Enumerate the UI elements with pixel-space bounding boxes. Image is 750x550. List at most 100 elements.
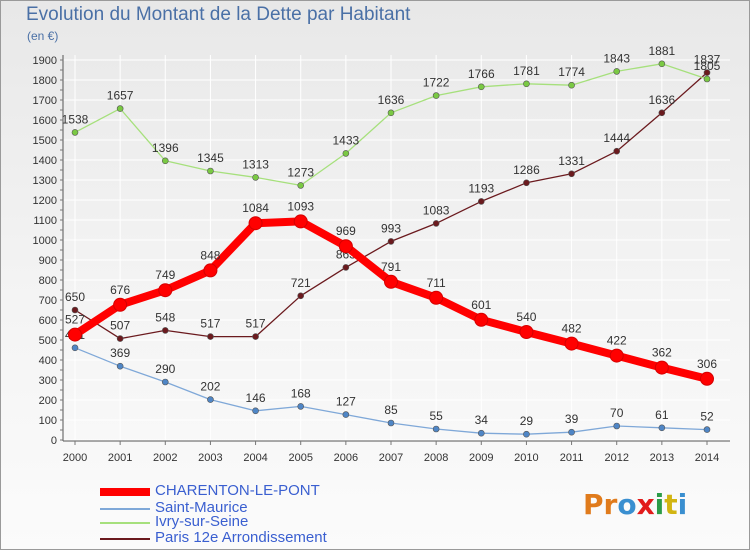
data-label: 1313 bbox=[242, 157, 269, 171]
data-point bbox=[252, 333, 259, 340]
data-point bbox=[71, 344, 79, 352]
data-point bbox=[158, 283, 173, 298]
data-label: 517 bbox=[246, 317, 266, 331]
data-point bbox=[432, 425, 440, 433]
y-tick-label: 800 bbox=[39, 275, 57, 287]
legend-item-charenton: CHARENTON-LE-PONT bbox=[100, 482, 360, 500]
y-tick-label: 500 bbox=[39, 335, 57, 347]
data-label: 1093 bbox=[287, 199, 314, 213]
data-point bbox=[432, 92, 440, 99]
y-tick-label: 1100 bbox=[33, 215, 57, 227]
data-point bbox=[658, 109, 666, 117]
data-point bbox=[564, 336, 579, 351]
data-point bbox=[384, 274, 398, 289]
data-label: 1444 bbox=[603, 131, 630, 145]
y-tick-label: 1700 bbox=[33, 95, 57, 107]
data-label: 369 bbox=[110, 346, 130, 360]
x-tick-label: 2013 bbox=[650, 452, 674, 464]
y-tick-label: 300 bbox=[39, 375, 57, 387]
data-point bbox=[71, 129, 79, 136]
data-label: 791 bbox=[381, 260, 401, 274]
y-tick-label: 1000 bbox=[33, 235, 57, 247]
x-tick-label: 2005 bbox=[288, 452, 312, 464]
data-point bbox=[613, 147, 621, 155]
y-tick-label: 0 bbox=[51, 435, 57, 447]
data-point bbox=[613, 422, 621, 430]
x-tick-label: 2001 bbox=[108, 452, 132, 464]
data-label: 848 bbox=[200, 248, 220, 262]
y-tick-label: 1300 bbox=[33, 175, 57, 187]
data-point bbox=[338, 239, 353, 254]
data-point bbox=[116, 362, 124, 370]
data-point bbox=[519, 325, 534, 339]
data-point bbox=[523, 430, 530, 438]
data-label: 127 bbox=[336, 395, 356, 409]
logo-letter: t bbox=[664, 488, 678, 521]
data-label: 290 bbox=[155, 362, 175, 376]
data-label: 1538 bbox=[62, 112, 89, 126]
y-tick-label: 400 bbox=[39, 355, 57, 367]
data-label: 1083 bbox=[423, 203, 450, 217]
data-label: 34 bbox=[475, 413, 489, 427]
data-point bbox=[477, 429, 485, 437]
data-label: 711 bbox=[427, 276, 446, 290]
legend-label-charenton: CHARENTON-LE-PONT bbox=[155, 482, 320, 499]
data-point bbox=[613, 68, 621, 75]
data-point bbox=[474, 312, 489, 327]
x-tick-label: 2012 bbox=[604, 452, 628, 464]
data-point bbox=[387, 109, 395, 117]
data-label: 1843 bbox=[603, 51, 630, 65]
x-tick-label: 2008 bbox=[424, 452, 448, 464]
legend-item-ivry: Ivry-sur-Seine bbox=[100, 514, 360, 531]
data-label: 202 bbox=[200, 380, 220, 394]
x-tick-label: 2007 bbox=[379, 452, 403, 464]
legend-label-saint-maurice: Saint-Maurice bbox=[155, 499, 248, 516]
legend-swatch-charenton bbox=[100, 488, 150, 496]
data-point bbox=[703, 75, 711, 83]
data-point bbox=[207, 167, 214, 175]
data-point bbox=[203, 263, 218, 278]
x-tick-label: 2004 bbox=[243, 452, 267, 464]
data-point bbox=[116, 105, 124, 112]
data-point bbox=[297, 403, 305, 410]
data-label: 1774 bbox=[558, 65, 585, 79]
data-point bbox=[207, 396, 214, 403]
data-label: 1636 bbox=[649, 93, 676, 107]
data-label: 1273 bbox=[287, 165, 314, 179]
logo-letter: x bbox=[636, 488, 655, 521]
data-point bbox=[387, 419, 395, 427]
data-label: 676 bbox=[110, 283, 130, 297]
data-label: 168 bbox=[291, 386, 311, 400]
data-point bbox=[429, 290, 444, 305]
y-tick-label: 900 bbox=[39, 255, 57, 267]
x-tick-label: 2006 bbox=[334, 452, 358, 464]
data-point bbox=[387, 238, 395, 245]
data-label: 527 bbox=[65, 313, 85, 327]
data-label: 422 bbox=[607, 334, 627, 348]
x-tick-label: 2000 bbox=[63, 452, 87, 464]
data-point bbox=[248, 216, 263, 231]
data-point bbox=[252, 174, 259, 181]
y-tick-label: 200 bbox=[39, 395, 57, 407]
data-label: 1084 bbox=[242, 201, 269, 215]
chart-title: Evolution du Montant de la Dette par Hab… bbox=[26, 4, 411, 25]
data-point bbox=[523, 80, 530, 88]
data-point bbox=[342, 150, 350, 157]
data-point bbox=[116, 335, 124, 342]
data-point bbox=[161, 327, 169, 334]
x-tick-label: 2014 bbox=[695, 452, 719, 464]
legend-swatch-ivry bbox=[100, 522, 150, 524]
data-point bbox=[568, 428, 575, 436]
legend-item-paris-12e: Paris 12e Arrondissement bbox=[100, 529, 360, 547]
y-tick-label: 1800 bbox=[33, 75, 57, 87]
data-label: 540 bbox=[516, 310, 536, 324]
data-label: 993 bbox=[381, 221, 401, 235]
data-point bbox=[252, 407, 259, 415]
data-label: 1766 bbox=[468, 67, 495, 81]
legend-label-paris-12e: Paris 12e Arrondissement bbox=[155, 529, 327, 546]
data-label: 721 bbox=[291, 276, 311, 290]
data-label: 1722 bbox=[423, 76, 450, 90]
data-label: 969 bbox=[336, 224, 356, 238]
y-tick-label: 1900 bbox=[33, 55, 57, 67]
